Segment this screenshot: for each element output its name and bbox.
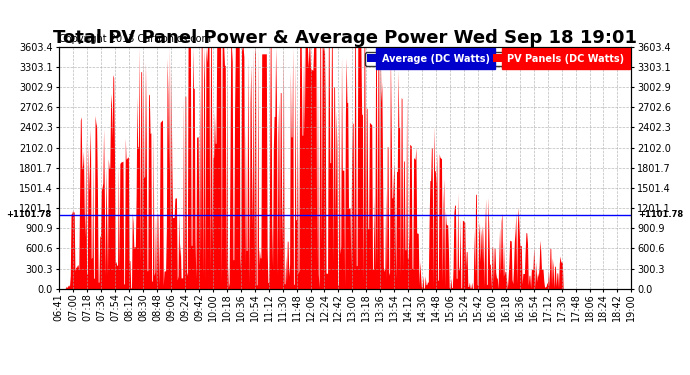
Title: Total PV Panel Power & Average Power Wed Sep 18 19:01: Total PV Panel Power & Average Power Wed… — [53, 29, 637, 47]
Text: +1101.78: +1101.78 — [7, 210, 52, 219]
Text: Copyright 2013 Cartronics.com: Copyright 2013 Cartronics.com — [59, 34, 210, 45]
Legend: Average (DC Watts), PV Panels (DC Watts): Average (DC Watts), PV Panels (DC Watts) — [366, 52, 627, 66]
Text: +1101.78: +1101.78 — [638, 210, 683, 219]
